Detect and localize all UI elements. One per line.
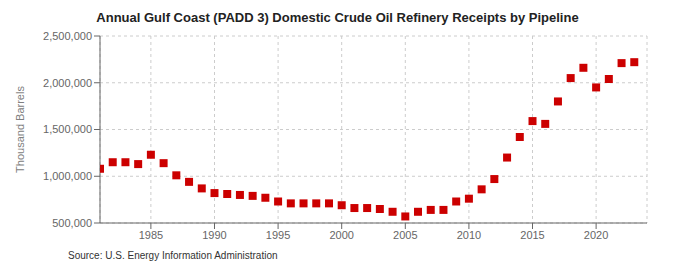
svg-text:2,500,000: 2,500,000 [43, 30, 92, 42]
svg-text:2020: 2020 [584, 229, 608, 241]
svg-text:2015: 2015 [520, 229, 544, 241]
svg-text:2000: 2000 [329, 229, 353, 241]
svg-text:1985: 1985 [139, 229, 163, 241]
svg-text:2005: 2005 [393, 229, 417, 241]
html-text:Source: U.S. Energy Informatio: Source: U.S. Energy Information Administ… [68, 250, 278, 261]
svg-text:1,500,000: 1,500,000 [43, 123, 92, 135]
svg-text:2,000,000: 2,000,000 [43, 77, 92, 89]
svg-text:1995: 1995 [266, 229, 290, 241]
svg-text:1,000,000: 1,000,000 [43, 170, 92, 182]
svg-text:2010: 2010 [457, 229, 481, 241]
html-text:Annual Gulf Coast (PADD 3) Dom: Annual Gulf Coast (PADD 3) Domestic Crud… [96, 10, 579, 25]
svg-text:1990: 1990 [202, 229, 226, 241]
svg-text:500,000: 500,000 [52, 217, 92, 229]
svg-text:Thousand Barrels: Thousand Barrels [14, 86, 26, 173]
